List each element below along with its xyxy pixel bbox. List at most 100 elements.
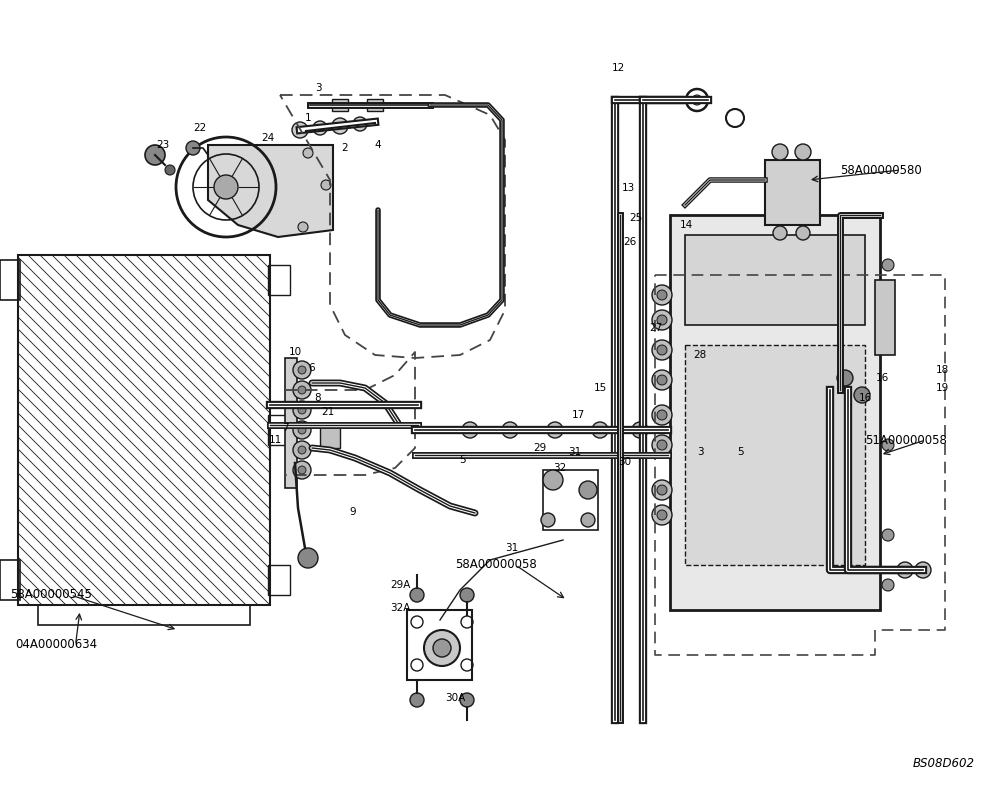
- Text: 31: 31: [505, 543, 519, 553]
- Bar: [367, 99, 383, 111]
- Text: 14: 14: [679, 220, 693, 230]
- Text: 32A: 32A: [390, 603, 410, 613]
- Circle shape: [165, 165, 175, 175]
- Circle shape: [547, 422, 563, 438]
- Polygon shape: [208, 145, 333, 237]
- Text: 5: 5: [737, 447, 743, 457]
- Text: 15: 15: [593, 383, 607, 393]
- Circle shape: [581, 513, 595, 527]
- Circle shape: [541, 513, 555, 527]
- Text: 04A00000634: 04A00000634: [15, 638, 97, 652]
- Circle shape: [657, 315, 667, 325]
- Text: 26: 26: [623, 237, 637, 247]
- Circle shape: [897, 562, 913, 578]
- Circle shape: [502, 422, 518, 438]
- Text: 13: 13: [621, 183, 635, 193]
- Bar: [0, 560, 20, 600]
- Circle shape: [293, 461, 311, 479]
- Bar: [875, 280, 895, 355]
- Bar: [407, 610, 472, 680]
- Text: 27: 27: [649, 323, 663, 333]
- Circle shape: [652, 370, 672, 390]
- Text: 24: 24: [261, 133, 275, 143]
- Circle shape: [652, 505, 672, 525]
- Circle shape: [657, 440, 667, 450]
- Text: 58A00000058: 58A00000058: [455, 558, 537, 572]
- Circle shape: [298, 446, 306, 454]
- Text: 22: 22: [193, 123, 207, 133]
- Bar: [685, 235, 865, 325]
- Circle shape: [657, 345, 667, 355]
- Bar: [18, 255, 270, 605]
- Circle shape: [332, 118, 348, 134]
- Text: 30: 30: [618, 457, 632, 467]
- Text: 32: 32: [553, 463, 567, 473]
- Text: 23: 23: [156, 140, 170, 150]
- Text: 6: 6: [309, 363, 315, 373]
- Text: 16: 16: [858, 393, 872, 403]
- Circle shape: [692, 95, 702, 105]
- Text: 10: 10: [288, 347, 302, 357]
- Circle shape: [882, 529, 894, 541]
- Circle shape: [637, 427, 643, 433]
- Text: 58A00000545: 58A00000545: [10, 588, 92, 601]
- Bar: [268, 565, 290, 595]
- Text: 5: 5: [459, 455, 465, 465]
- Circle shape: [410, 693, 424, 707]
- Circle shape: [652, 340, 672, 360]
- Bar: [765, 160, 820, 225]
- Circle shape: [462, 422, 478, 438]
- Circle shape: [632, 422, 648, 438]
- Circle shape: [579, 481, 597, 499]
- Circle shape: [795, 144, 811, 160]
- Circle shape: [298, 406, 306, 414]
- Circle shape: [543, 470, 563, 490]
- Circle shape: [657, 510, 667, 520]
- Bar: [0, 260, 20, 300]
- Circle shape: [882, 259, 894, 271]
- Bar: [543, 470, 598, 530]
- Circle shape: [433, 639, 451, 657]
- Circle shape: [652, 435, 672, 455]
- Circle shape: [592, 422, 608, 438]
- Circle shape: [298, 386, 306, 394]
- Circle shape: [145, 145, 165, 165]
- Circle shape: [298, 466, 306, 474]
- Text: 21: 21: [321, 407, 335, 417]
- Circle shape: [313, 121, 327, 135]
- Text: 51A00000058: 51A00000058: [865, 433, 947, 447]
- Text: 29A: 29A: [390, 580, 410, 590]
- Circle shape: [652, 285, 672, 305]
- Circle shape: [657, 375, 667, 385]
- Circle shape: [293, 381, 311, 399]
- Circle shape: [321, 180, 331, 190]
- Text: 18: 18: [935, 365, 949, 375]
- Bar: [670, 215, 880, 610]
- Circle shape: [507, 427, 513, 433]
- Circle shape: [214, 175, 238, 199]
- Text: 17: 17: [571, 410, 585, 420]
- Circle shape: [410, 588, 424, 602]
- Text: 8: 8: [315, 393, 321, 403]
- Circle shape: [652, 480, 672, 500]
- Circle shape: [186, 141, 200, 155]
- Circle shape: [552, 427, 558, 433]
- Bar: [38, 605, 250, 625]
- Circle shape: [298, 548, 318, 568]
- Circle shape: [657, 290, 667, 300]
- Bar: [268, 265, 290, 295]
- Circle shape: [424, 630, 460, 666]
- Circle shape: [854, 387, 870, 403]
- Text: 4: 4: [375, 140, 381, 150]
- Circle shape: [597, 427, 603, 433]
- Circle shape: [293, 361, 311, 379]
- Circle shape: [467, 427, 473, 433]
- Text: 2: 2: [342, 143, 348, 153]
- Circle shape: [353, 117, 367, 131]
- Circle shape: [460, 588, 474, 602]
- Circle shape: [652, 405, 672, 425]
- Circle shape: [298, 426, 306, 434]
- Bar: [685, 345, 865, 565]
- Text: BS08D602: BS08D602: [913, 757, 975, 770]
- Bar: [268, 415, 290, 445]
